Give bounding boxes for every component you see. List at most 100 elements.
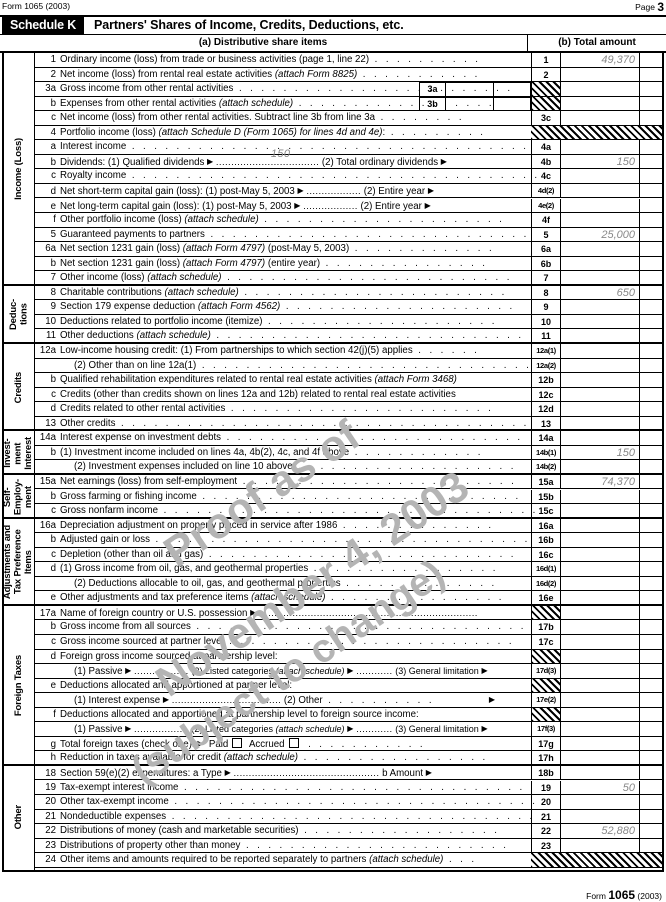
cents-field[interactable] <box>639 271 662 286</box>
cents-field[interactable] <box>639 402 662 417</box>
paid-checkbox[interactable] <box>232 737 243 748</box>
cents-field[interactable] <box>639 795 662 810</box>
amount-field[interactable] <box>560 664 638 679</box>
amount-field[interactable]: 650 <box>616 286 635 299</box>
amount-field[interactable]: 25,000 <box>601 228 635 241</box>
cents-field[interactable] <box>639 67 662 83</box>
amount-field[interactable] <box>560 184 638 199</box>
amount-field[interactable]: 150 <box>616 155 635 168</box>
cents-field[interactable] <box>639 344 662 359</box>
accrued-checkbox[interactable] <box>288 737 299 748</box>
amount-field[interactable] <box>560 737 638 752</box>
cents-field[interactable] <box>639 329 662 344</box>
cents-field[interactable] <box>639 460 662 475</box>
amount-field[interactable] <box>560 431 638 446</box>
cents-field[interactable] <box>639 314 662 330</box>
cents-field[interactable] <box>639 765 662 781</box>
amount-field[interactable] <box>560 242 638 257</box>
cents-field[interactable] <box>639 169 662 184</box>
amount-field[interactable] <box>560 722 638 737</box>
amount-field[interactable] <box>560 169 638 184</box>
cents-field[interactable] <box>639 664 662 679</box>
cents-field[interactable] <box>639 576 662 592</box>
cents-field[interactable] <box>639 693 662 708</box>
amount-field[interactable]: 74,370 <box>601 475 635 488</box>
amount-field[interactable] <box>560 795 638 810</box>
amount-field[interactable] <box>560 315 638 330</box>
amount-field[interactable]: 52,880 <box>601 825 635 838</box>
cents-field[interactable] <box>639 751 662 766</box>
amount-field[interactable]: 50 <box>622 781 635 794</box>
cents-field[interactable] <box>639 474 662 490</box>
cents-field[interactable] <box>639 140 662 155</box>
amount-field[interactable] <box>560 82 638 97</box>
cents-field[interactable] <box>639 387 662 403</box>
amount-field[interactable] <box>560 490 638 505</box>
cents-field[interactable] <box>639 547 662 563</box>
cents-field[interactable] <box>639 431 662 446</box>
cents-field[interactable] <box>639 780 662 796</box>
amount-field[interactable] <box>560 257 638 272</box>
amount-field[interactable] <box>560 548 638 563</box>
cents-field[interactable] <box>639 53 662 68</box>
sub-amount-box[interactable]: 3a <box>419 82 531 97</box>
cents-field[interactable] <box>639 635 662 650</box>
cents-field[interactable] <box>639 591 662 606</box>
amount-field[interactable] <box>560 708 638 723</box>
cents-field[interactable] <box>639 256 662 272</box>
amount-field[interactable] <box>560 519 638 534</box>
cents-field[interactable] <box>639 838 662 854</box>
amount-field[interactable] <box>560 577 638 592</box>
amount-field[interactable] <box>560 402 638 417</box>
cents-field[interactable] <box>639 373 662 388</box>
cents-field[interactable] <box>639 183 662 199</box>
amount-field[interactable] <box>560 533 638 548</box>
cents-field[interactable] <box>639 518 662 534</box>
amount-field[interactable] <box>560 810 638 825</box>
cents-field[interactable] <box>639 96 662 112</box>
cents-field[interactable] <box>639 227 662 243</box>
amount-field[interactable] <box>560 140 638 155</box>
amount-field[interactable] <box>560 199 638 214</box>
amount-field[interactable] <box>560 679 638 694</box>
cents-field[interactable] <box>639 198 662 214</box>
amount-field[interactable] <box>560 620 638 635</box>
amount-field[interactable] <box>560 344 638 359</box>
cents-field[interactable] <box>639 562 662 577</box>
cents-field[interactable] <box>639 504 662 519</box>
cents-field[interactable] <box>639 678 662 694</box>
cents-field[interactable] <box>639 722 662 737</box>
cents-field[interactable] <box>639 213 662 228</box>
amount-field[interactable] <box>560 300 638 315</box>
cents-field[interactable] <box>639 620 662 635</box>
cents-field[interactable] <box>639 242 662 257</box>
amount-field[interactable] <box>560 839 638 854</box>
amount-field[interactable]: 150 <box>616 446 635 459</box>
amount-field[interactable] <box>560 635 638 650</box>
amount-field[interactable] <box>560 388 638 403</box>
amount-field[interactable] <box>560 606 638 621</box>
amount-field[interactable] <box>560 373 638 388</box>
amount-field[interactable] <box>560 766 638 781</box>
cents-field[interactable] <box>639 489 662 505</box>
amount-field[interactable] <box>560 68 638 83</box>
cents-field[interactable] <box>639 605 662 621</box>
cents-field[interactable] <box>639 809 662 825</box>
cents-field[interactable] <box>639 533 662 548</box>
cents-field[interactable] <box>639 285 662 301</box>
cents-field[interactable] <box>639 154 662 170</box>
cents-field[interactable] <box>639 707 662 723</box>
cents-field[interactable] <box>639 736 662 752</box>
amount-field[interactable] <box>560 693 638 708</box>
amount-field[interactable] <box>560 562 638 577</box>
cents-field[interactable] <box>639 445 662 461</box>
sub-amount-box[interactable]: 3b <box>419 96 531 112</box>
cents-field[interactable] <box>639 358 662 374</box>
cents-field[interactable] <box>639 416 662 432</box>
amount-field[interactable]: 49,370 <box>601 54 635 66</box>
amount-field[interactable] <box>560 97 638 112</box>
cents-field[interactable] <box>639 300 662 315</box>
cents-field[interactable] <box>639 82 662 97</box>
amount-field[interactable] <box>560 650 638 665</box>
cents-field[interactable] <box>639 649 662 665</box>
